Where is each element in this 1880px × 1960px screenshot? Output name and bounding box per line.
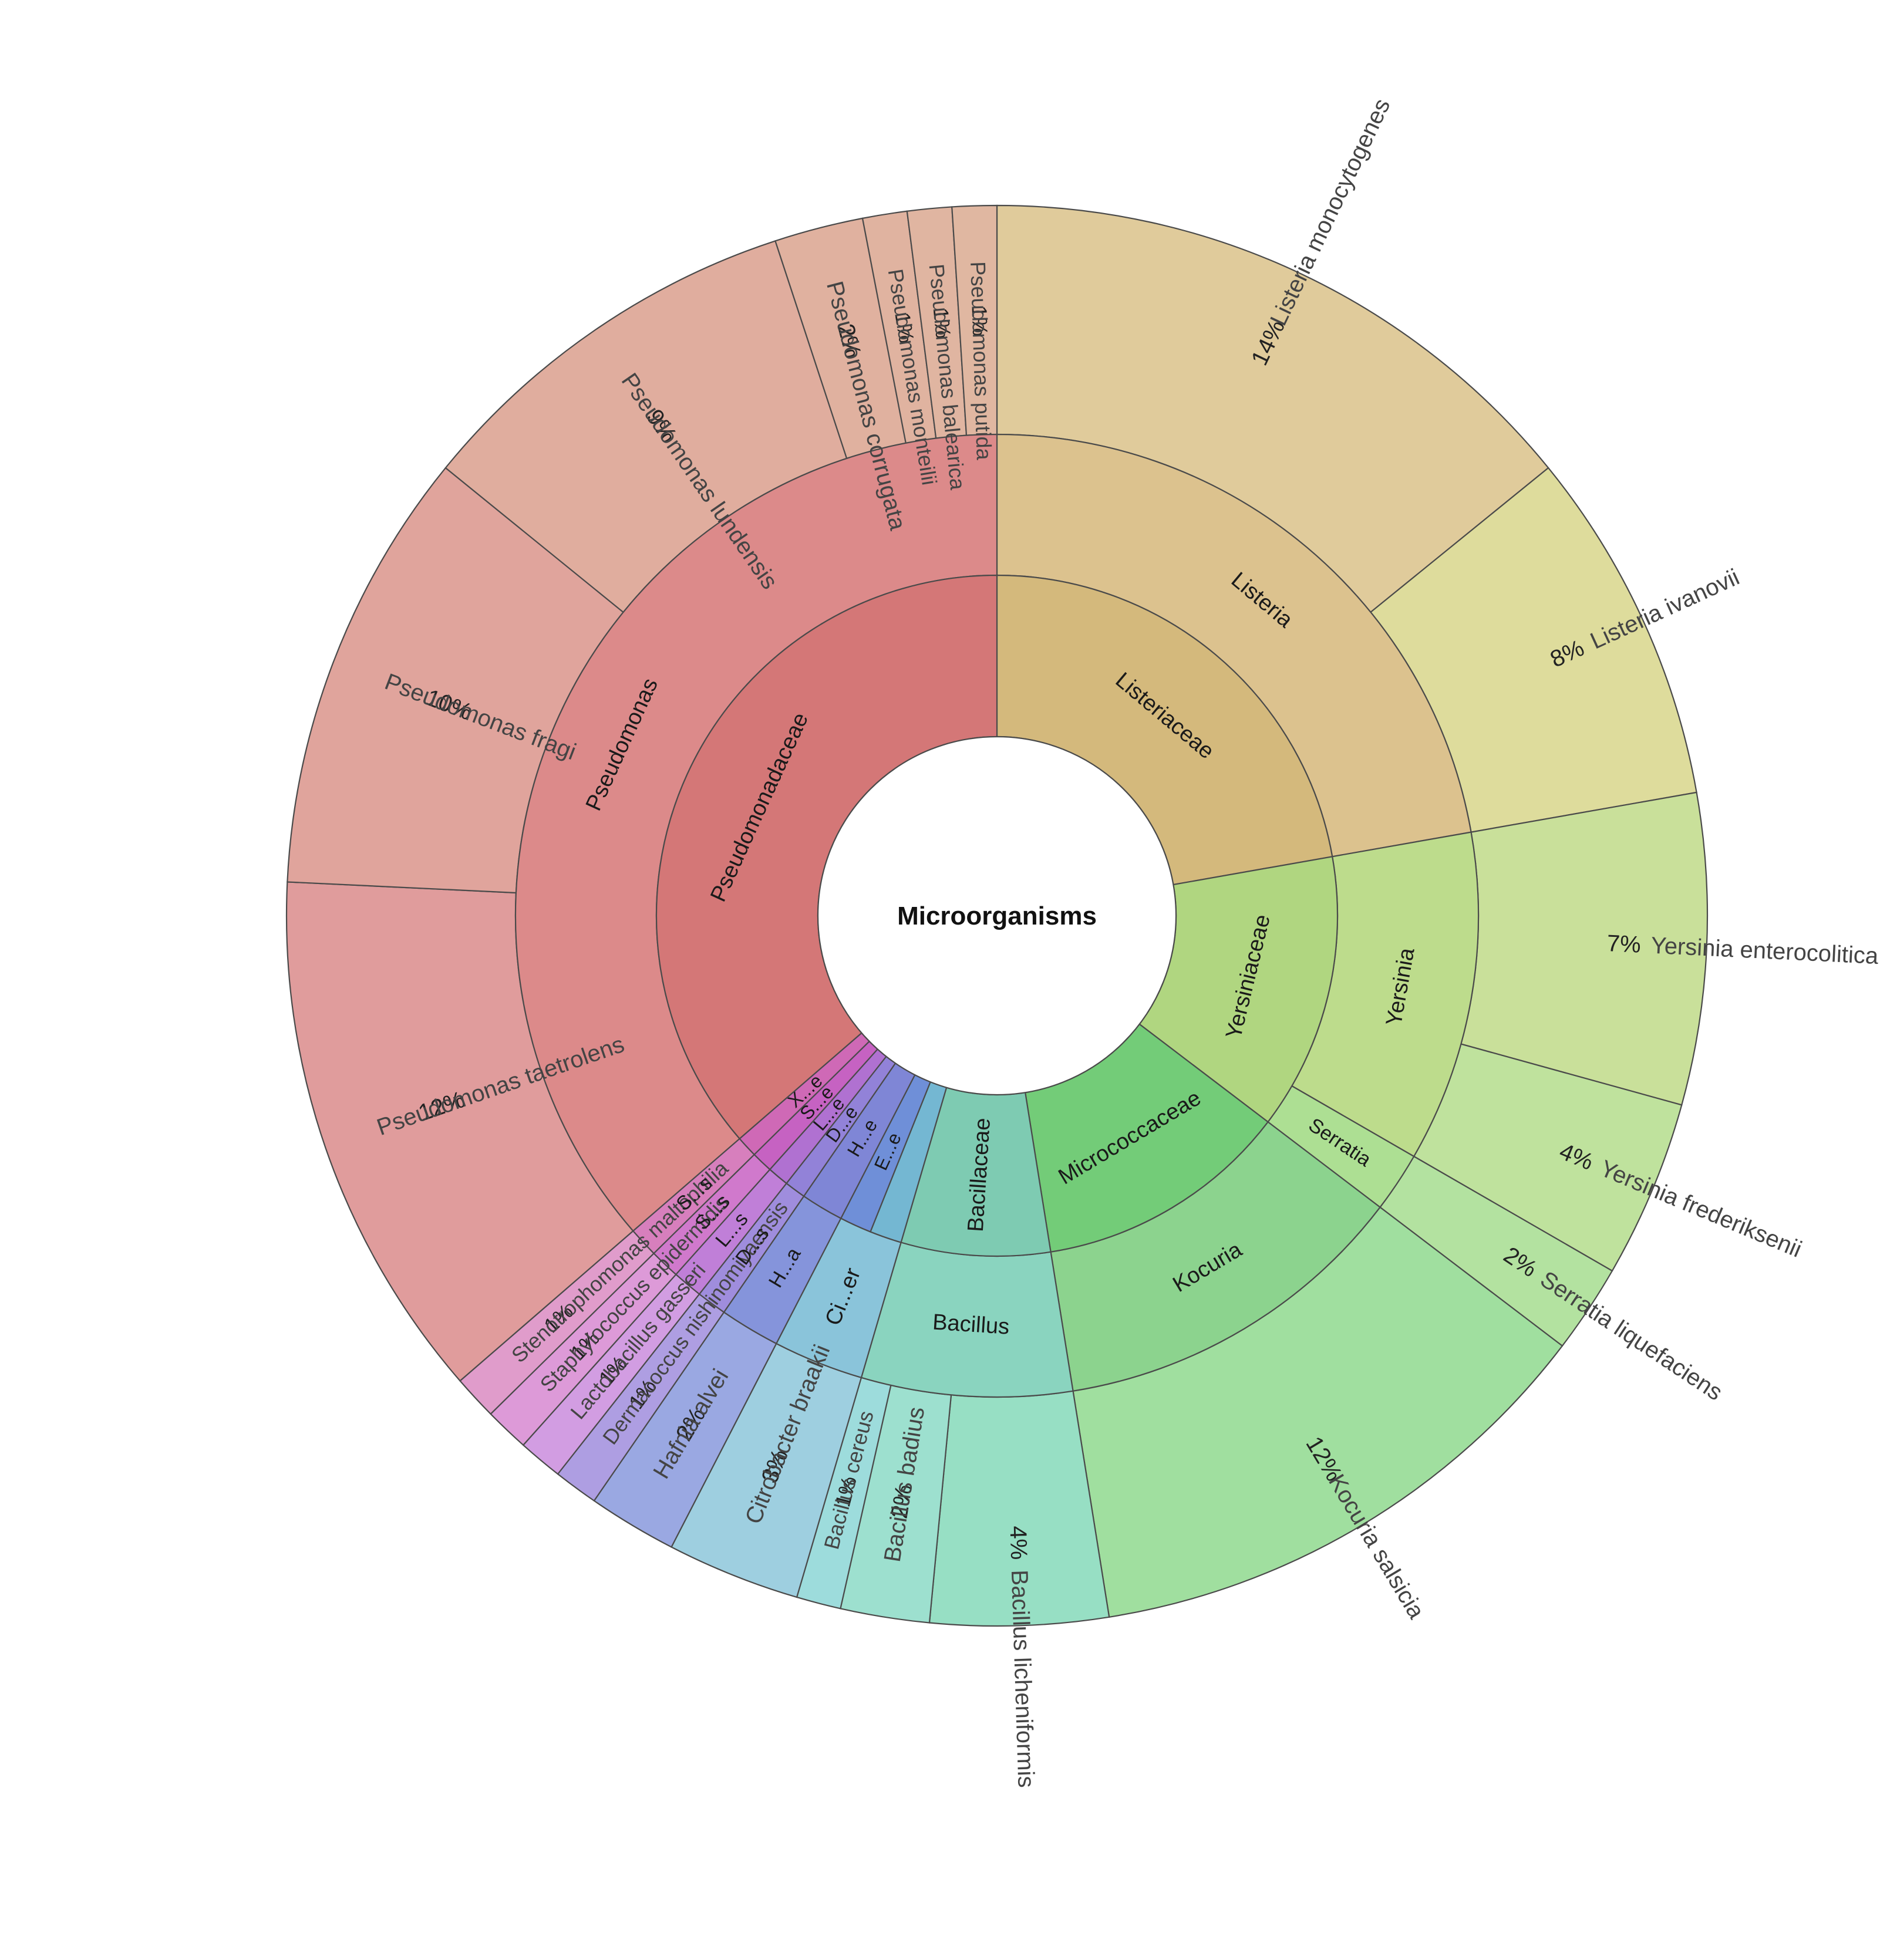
species-pct-pseudomonas-putida: 1% bbox=[967, 305, 992, 336]
center-label: Microorganisms bbox=[897, 902, 1097, 930]
genus-label-bacillus: Bacillus bbox=[932, 1310, 1010, 1340]
species-pct-pseudomonas-balearica: 1% bbox=[929, 306, 956, 339]
sunburst-rings bbox=[285, 204, 1709, 1627]
species-pct-bacillus-licheniformis: 4% bbox=[1005, 1526, 1032, 1560]
species-pct-pseudomonas-monteilii: 1% bbox=[890, 311, 919, 345]
species-pct-yersinia-enterocolitica: 7% bbox=[1606, 930, 1642, 958]
species-pct-bacillus-badius: 2% bbox=[887, 1483, 918, 1520]
center-hole bbox=[817, 736, 1177, 1096]
